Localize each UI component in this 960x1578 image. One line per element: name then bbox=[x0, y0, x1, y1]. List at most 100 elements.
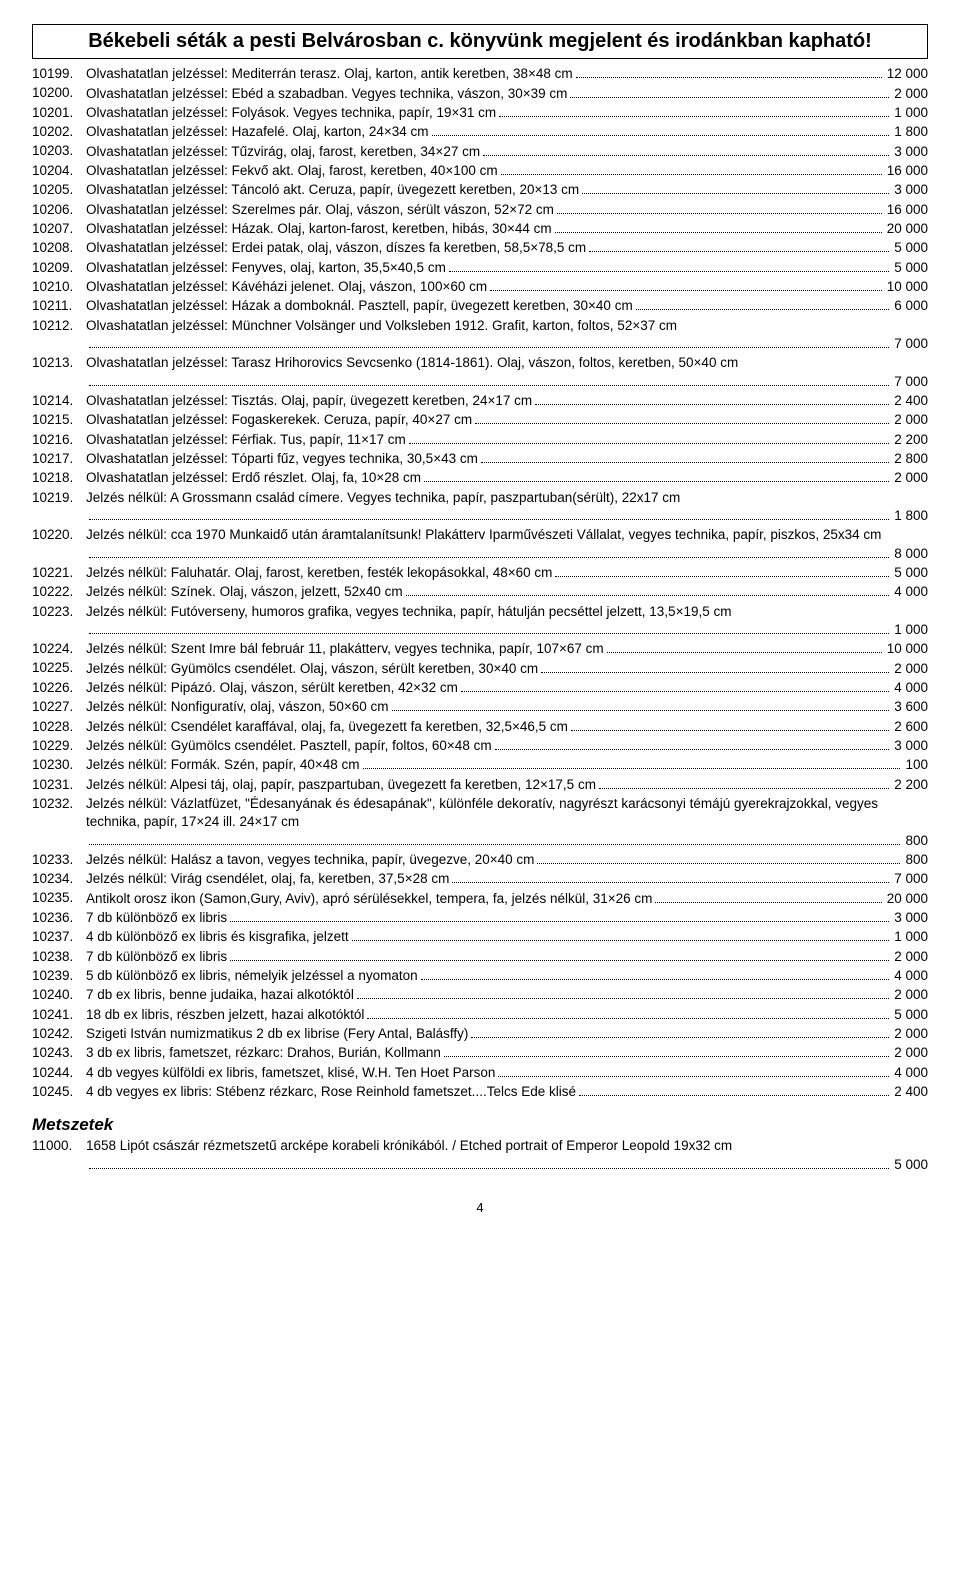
catalog-list-2: 11000.1658 Lipót császár rézmetszetű arc… bbox=[32, 1137, 928, 1174]
leader-dots bbox=[571, 718, 889, 731]
item-description: Jelzés nélkül: Csendélet karaffával, ola… bbox=[86, 718, 568, 736]
item-number: 10213. bbox=[32, 354, 86, 372]
item-description: Jelzés nélkül: Futóverseny, humoros graf… bbox=[86, 603, 928, 621]
catalog-item: 10209.Olvashatatlan jelzéssel: Fenyves, … bbox=[32, 259, 928, 277]
leader-dots bbox=[579, 1083, 889, 1096]
leader-dots bbox=[495, 737, 890, 750]
item-description: Jelzés nélkül: Gyümölcs csendélet. Olaj,… bbox=[86, 660, 538, 678]
item-price: 2 000 bbox=[892, 85, 928, 103]
catalog-item: 10222.Jelzés nélkül: Színek. Olaj, vászo… bbox=[32, 583, 928, 601]
item-price: 20 000 bbox=[885, 890, 928, 908]
catalog-item: 10202.Olvashatatlan jelzéssel: Hazafelé.… bbox=[32, 123, 928, 141]
leader-dots bbox=[352, 928, 890, 941]
catalog-item: 10211.Olvashatatlan jelzéssel: Házak a d… bbox=[32, 297, 928, 315]
item-description: Olvashatatlan jelzéssel: Erdő részlet. O… bbox=[86, 469, 421, 487]
item-description: Olvashatatlan jelzéssel: Kávéházi jelene… bbox=[86, 278, 487, 296]
item-number: 10201. bbox=[32, 104, 86, 122]
item-description: Jelzés nélkül: A Grossmann család címere… bbox=[86, 489, 928, 507]
item-number: 10222. bbox=[32, 583, 86, 601]
leader-dots bbox=[481, 450, 889, 463]
catalog-item: 10240.7 db ex libris, benne judaika, haz… bbox=[32, 986, 928, 1004]
leader-dots bbox=[357, 986, 889, 999]
leader-dots bbox=[424, 469, 889, 482]
page-title: Békebeli séták a pesti Belvárosban c. kö… bbox=[32, 24, 928, 59]
leader-dots bbox=[432, 123, 890, 136]
item-price: 1 000 bbox=[892, 928, 928, 946]
leader-dots bbox=[576, 65, 882, 78]
leader-dots bbox=[461, 679, 889, 692]
leader-dots bbox=[230, 909, 889, 922]
item-description: 4 db különböző ex libris és kisgrafika, … bbox=[86, 928, 349, 946]
item-number: 10230. bbox=[32, 756, 86, 774]
catalog-item: 10205.Olvashatatlan jelzéssel: Táncoló a… bbox=[32, 181, 928, 199]
leader-dots bbox=[89, 544, 889, 557]
catalog-item: 10223.Jelzés nélkül: Futóverseny, humoro… bbox=[32, 603, 928, 640]
item-price: 2 000 bbox=[892, 660, 928, 678]
item-number: 10207. bbox=[32, 220, 86, 238]
item-price: 5 000 bbox=[892, 564, 928, 582]
catalog-item: 10218.Olvashatatlan jelzéssel: Erdő rész… bbox=[32, 469, 928, 487]
catalog-item: 10207.Olvashatatlan jelzéssel: Házak. Ol… bbox=[32, 220, 928, 238]
item-price: 7 000 bbox=[892, 373, 928, 391]
catalog-item: 10226.Jelzés nélkül: Pipázó. Olaj, vászo… bbox=[32, 679, 928, 697]
catalog-item: 10235.Antikolt orosz ikon (Samon,Gury, A… bbox=[32, 889, 928, 907]
item-price: 6 000 bbox=[892, 297, 928, 315]
item-price: 1 000 bbox=[892, 621, 928, 639]
leader-dots bbox=[582, 181, 889, 194]
item-price: 2 200 bbox=[892, 776, 928, 794]
item-description: Olvashatatlan jelzéssel: Szerelmes pár. … bbox=[86, 201, 554, 219]
catalog-item: 10219.Jelzés nélkül: A Grossmann család … bbox=[32, 489, 928, 526]
catalog-item: 10212.Olvashatatlan jelzéssel: Münchner … bbox=[32, 317, 928, 354]
leader-dots bbox=[367, 1006, 889, 1019]
item-number: 10215. bbox=[32, 411, 86, 429]
item-price: 2 000 bbox=[892, 1025, 928, 1043]
item-price: 1 800 bbox=[892, 123, 928, 141]
leader-dots bbox=[89, 507, 889, 520]
catalog-item: 10241.18 db ex libris, részben jelzett, … bbox=[32, 1006, 928, 1024]
leader-dots bbox=[475, 411, 889, 424]
leader-dots bbox=[452, 870, 889, 883]
item-number: 10214. bbox=[32, 392, 86, 410]
item-number: 10233. bbox=[32, 851, 86, 869]
item-price: 2 000 bbox=[892, 1044, 928, 1062]
leader-dots bbox=[537, 851, 900, 864]
item-price: 4 000 bbox=[892, 679, 928, 697]
item-number: 10226. bbox=[32, 679, 86, 697]
catalog-item: 10245.4 db vegyes ex libris: Stébenz réz… bbox=[32, 1083, 928, 1101]
item-number: 10240. bbox=[32, 986, 86, 1004]
item-description: 7 db ex libris, benne judaika, hazai alk… bbox=[86, 986, 354, 1004]
item-description: 7 db különböző ex libris bbox=[86, 909, 227, 927]
item-description: Jelzés nélkül: Szent Imre bál február 11… bbox=[86, 640, 604, 658]
item-price: 2 400 bbox=[892, 1083, 928, 1101]
item-description: 1658 Lipót császár rézmetszetű arcképe k… bbox=[86, 1137, 928, 1155]
leader-dots bbox=[557, 201, 882, 214]
catalog-list: 10199.Olvashatatlan jelzéssel: Mediterrá… bbox=[32, 65, 928, 1101]
item-description: Olvashatatlan jelzéssel: Tóparti fűz, ve… bbox=[86, 450, 478, 468]
item-description: Olvashatatlan jelzéssel: Münchner Volsän… bbox=[86, 317, 928, 335]
item-price: 3 000 bbox=[892, 181, 928, 199]
item-number: 10228. bbox=[32, 718, 86, 736]
item-price: 12 000 bbox=[885, 65, 928, 83]
item-price: 5 000 bbox=[892, 1006, 928, 1024]
item-number: 10219. bbox=[32, 489, 86, 507]
item-number: 10217. bbox=[32, 450, 86, 468]
item-number: 10229. bbox=[32, 737, 86, 755]
catalog-item: 11000.1658 Lipót császár rézmetszetű arc… bbox=[32, 1137, 928, 1174]
catalog-item: 10210.Olvashatatlan jelzéssel: Kávéházi … bbox=[32, 278, 928, 296]
catalog-item: 10242.Szigeti István numizmatikus 2 db e… bbox=[32, 1025, 928, 1043]
catalog-item: 10201.Olvashatatlan jelzéssel: Folyások.… bbox=[32, 104, 928, 122]
leader-dots bbox=[541, 659, 889, 672]
leader-dots bbox=[421, 967, 890, 980]
item-description: Olvashatatlan jelzéssel: Ebéd a szabadba… bbox=[86, 85, 567, 103]
item-description: Jelzés nélkül: Virág csendélet, olaj, fa… bbox=[86, 870, 449, 888]
catalog-item: 10239.5 db különböző ex libris, némelyik… bbox=[32, 967, 928, 985]
item-price: 2 000 bbox=[892, 948, 928, 966]
item-number: 10204. bbox=[32, 162, 86, 180]
item-number: 10235. bbox=[32, 889, 86, 907]
item-number: 10210. bbox=[32, 278, 86, 296]
catalog-item: 10221.Jelzés nélkül: Faluhatár. Olaj, fa… bbox=[32, 564, 928, 582]
catalog-item: 10208.Olvashatatlan jelzéssel: Erdei pat… bbox=[32, 239, 928, 257]
leader-dots bbox=[230, 948, 889, 961]
item-description: 4 db vegyes külföldi ex libris, fametsze… bbox=[86, 1064, 495, 1082]
item-number: 10216. bbox=[32, 431, 86, 449]
